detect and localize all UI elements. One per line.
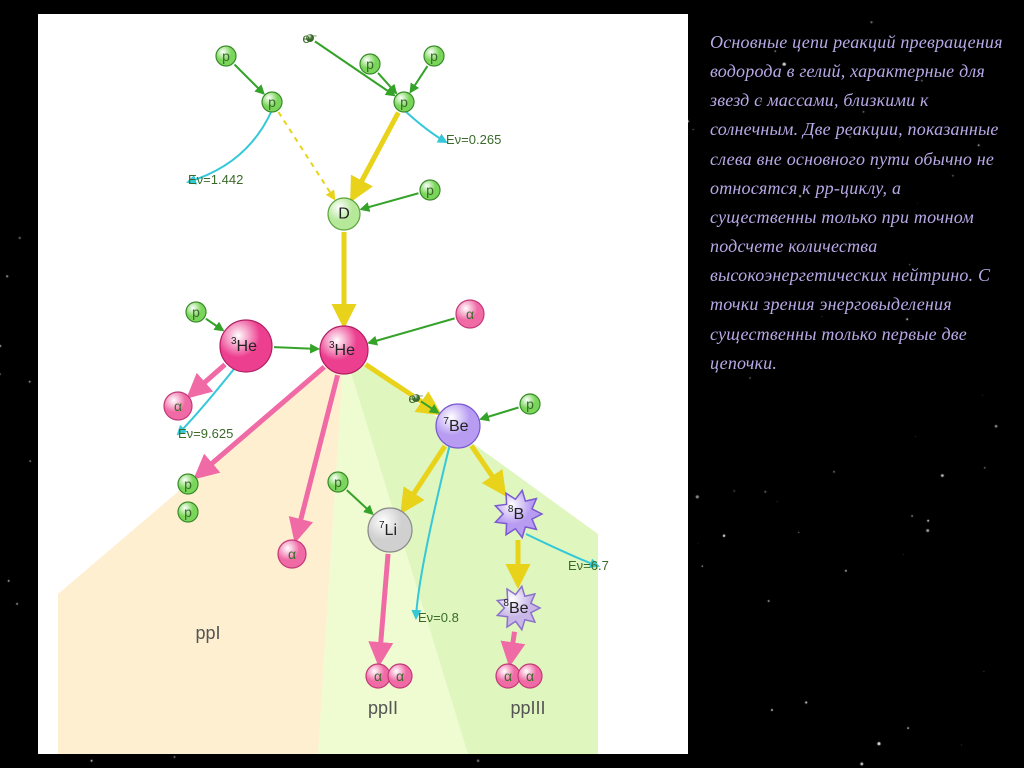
svg-text:p: p (430, 48, 438, 64)
svg-text:α: α (466, 306, 474, 322)
svg-text:p: p (334, 474, 342, 490)
svg-text:ppIII: ppIII (510, 698, 545, 718)
svg-text:p: p (366, 56, 374, 72)
caption-text: Основные цепи реакций превращения водоро… (710, 28, 1010, 378)
svg-text:α: α (288, 546, 296, 562)
pp-chain-diagram: ppe⁻pppDpp3He3Heααppα7Bee⁻pp7Li8B8Beαααα… (38, 14, 688, 754)
svg-text:p: p (268, 94, 276, 110)
svg-text:α: α (174, 398, 182, 414)
svg-text:p: p (222, 48, 230, 64)
diagram-panel: ppe⁻pppDpp3He3Heααppα7Bee⁻pp7Li8B8Beαααα… (38, 14, 688, 754)
svg-text:Eν=9.625: Eν=9.625 (178, 426, 233, 441)
svg-text:ppI: ppI (195, 623, 220, 643)
svg-text:p: p (192, 304, 200, 320)
svg-text:Eν=1.442: Eν=1.442 (188, 172, 243, 187)
svg-text:p: p (426, 182, 434, 198)
svg-text:ppII: ppII (368, 698, 398, 718)
svg-text:p: p (400, 94, 408, 110)
svg-text:Eν=0.8: Eν=0.8 (418, 610, 459, 625)
svg-text:e⁻: e⁻ (408, 390, 423, 406)
svg-text:D: D (338, 206, 350, 223)
svg-text:e⁻: e⁻ (302, 30, 317, 46)
svg-text:p: p (184, 504, 192, 520)
svg-text:α: α (504, 668, 512, 684)
svg-text:Eν=6.7: Eν=6.7 (568, 558, 609, 573)
svg-text:α: α (374, 668, 382, 684)
svg-text:α: α (526, 668, 534, 684)
svg-text:Eν=0.265: Eν=0.265 (446, 132, 501, 147)
svg-text:α: α (396, 668, 404, 684)
svg-text:p: p (526, 396, 534, 412)
svg-text:p: p (184, 476, 192, 492)
